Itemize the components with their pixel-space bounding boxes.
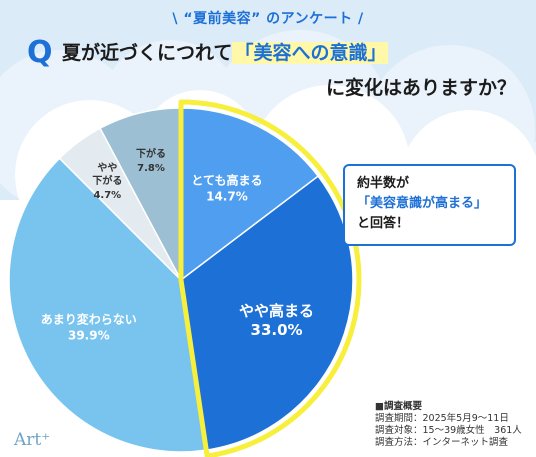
pie-slice-1 — [180, 175, 354, 451]
slice-label-1: やや高まる — [239, 302, 314, 320]
slice-label-4: 下がる — [136, 147, 166, 160]
survey-target: 調査対象：15～39歳女性 361人 — [375, 425, 522, 436]
pie-slice-0 — [180, 107, 320, 282]
slice-value-1: 33.0% — [251, 321, 303, 339]
question-title-highlight: 「美容への意識」 — [232, 42, 389, 64]
survey-method: 調査方法：インターネット調査 — [375, 437, 509, 448]
slice-value-4: 7.8% — [137, 163, 165, 174]
slice-label-3-0: やや — [97, 162, 117, 174]
highlight-outline — [178, 99, 362, 457]
pie-slice-2 — [8, 157, 208, 453]
callout-box: 約半数が 「美容意識が高まる」 と回答！ — [343, 164, 516, 246]
survey-overview: ■調査概要 調査期間：2025年5月9～11日 調査対象：15～39歳女性 36… — [375, 401, 522, 449]
question-title-line2: に変化はありますか？ — [326, 77, 517, 99]
callout-line1: 約半数が — [357, 176, 410, 191]
question-title-part1: 夏が近づくにつれて — [62, 42, 233, 64]
survey-title: ■調査概要 — [375, 401, 422, 412]
question-title-line1: 夏が近づくにつれて 「美容への意識」 — [62, 38, 389, 65]
slice-label-3-1: 下がる — [92, 174, 122, 187]
callout-line3: と回答！ — [357, 216, 410, 231]
brand-logo: Art⁺ — [14, 430, 51, 450]
slice-label-2: あまり変わらない — [41, 311, 137, 326]
slice-value-2: 39.9% — [68, 328, 110, 342]
slice-value-0: 14.7% — [206, 190, 248, 204]
question-badge: Q — [27, 35, 53, 70]
callout-line2: 「美容意識が高まる」 — [357, 196, 488, 211]
slice-label-0: とても高まる — [191, 173, 262, 188]
survey-kicker: \ “夏前美容” のアンケート / — [172, 11, 364, 27]
slice-value-3: 4.7% — [93, 190, 121, 201]
survey-period: 調査期間：2025年5月9～11日 — [375, 413, 509, 424]
